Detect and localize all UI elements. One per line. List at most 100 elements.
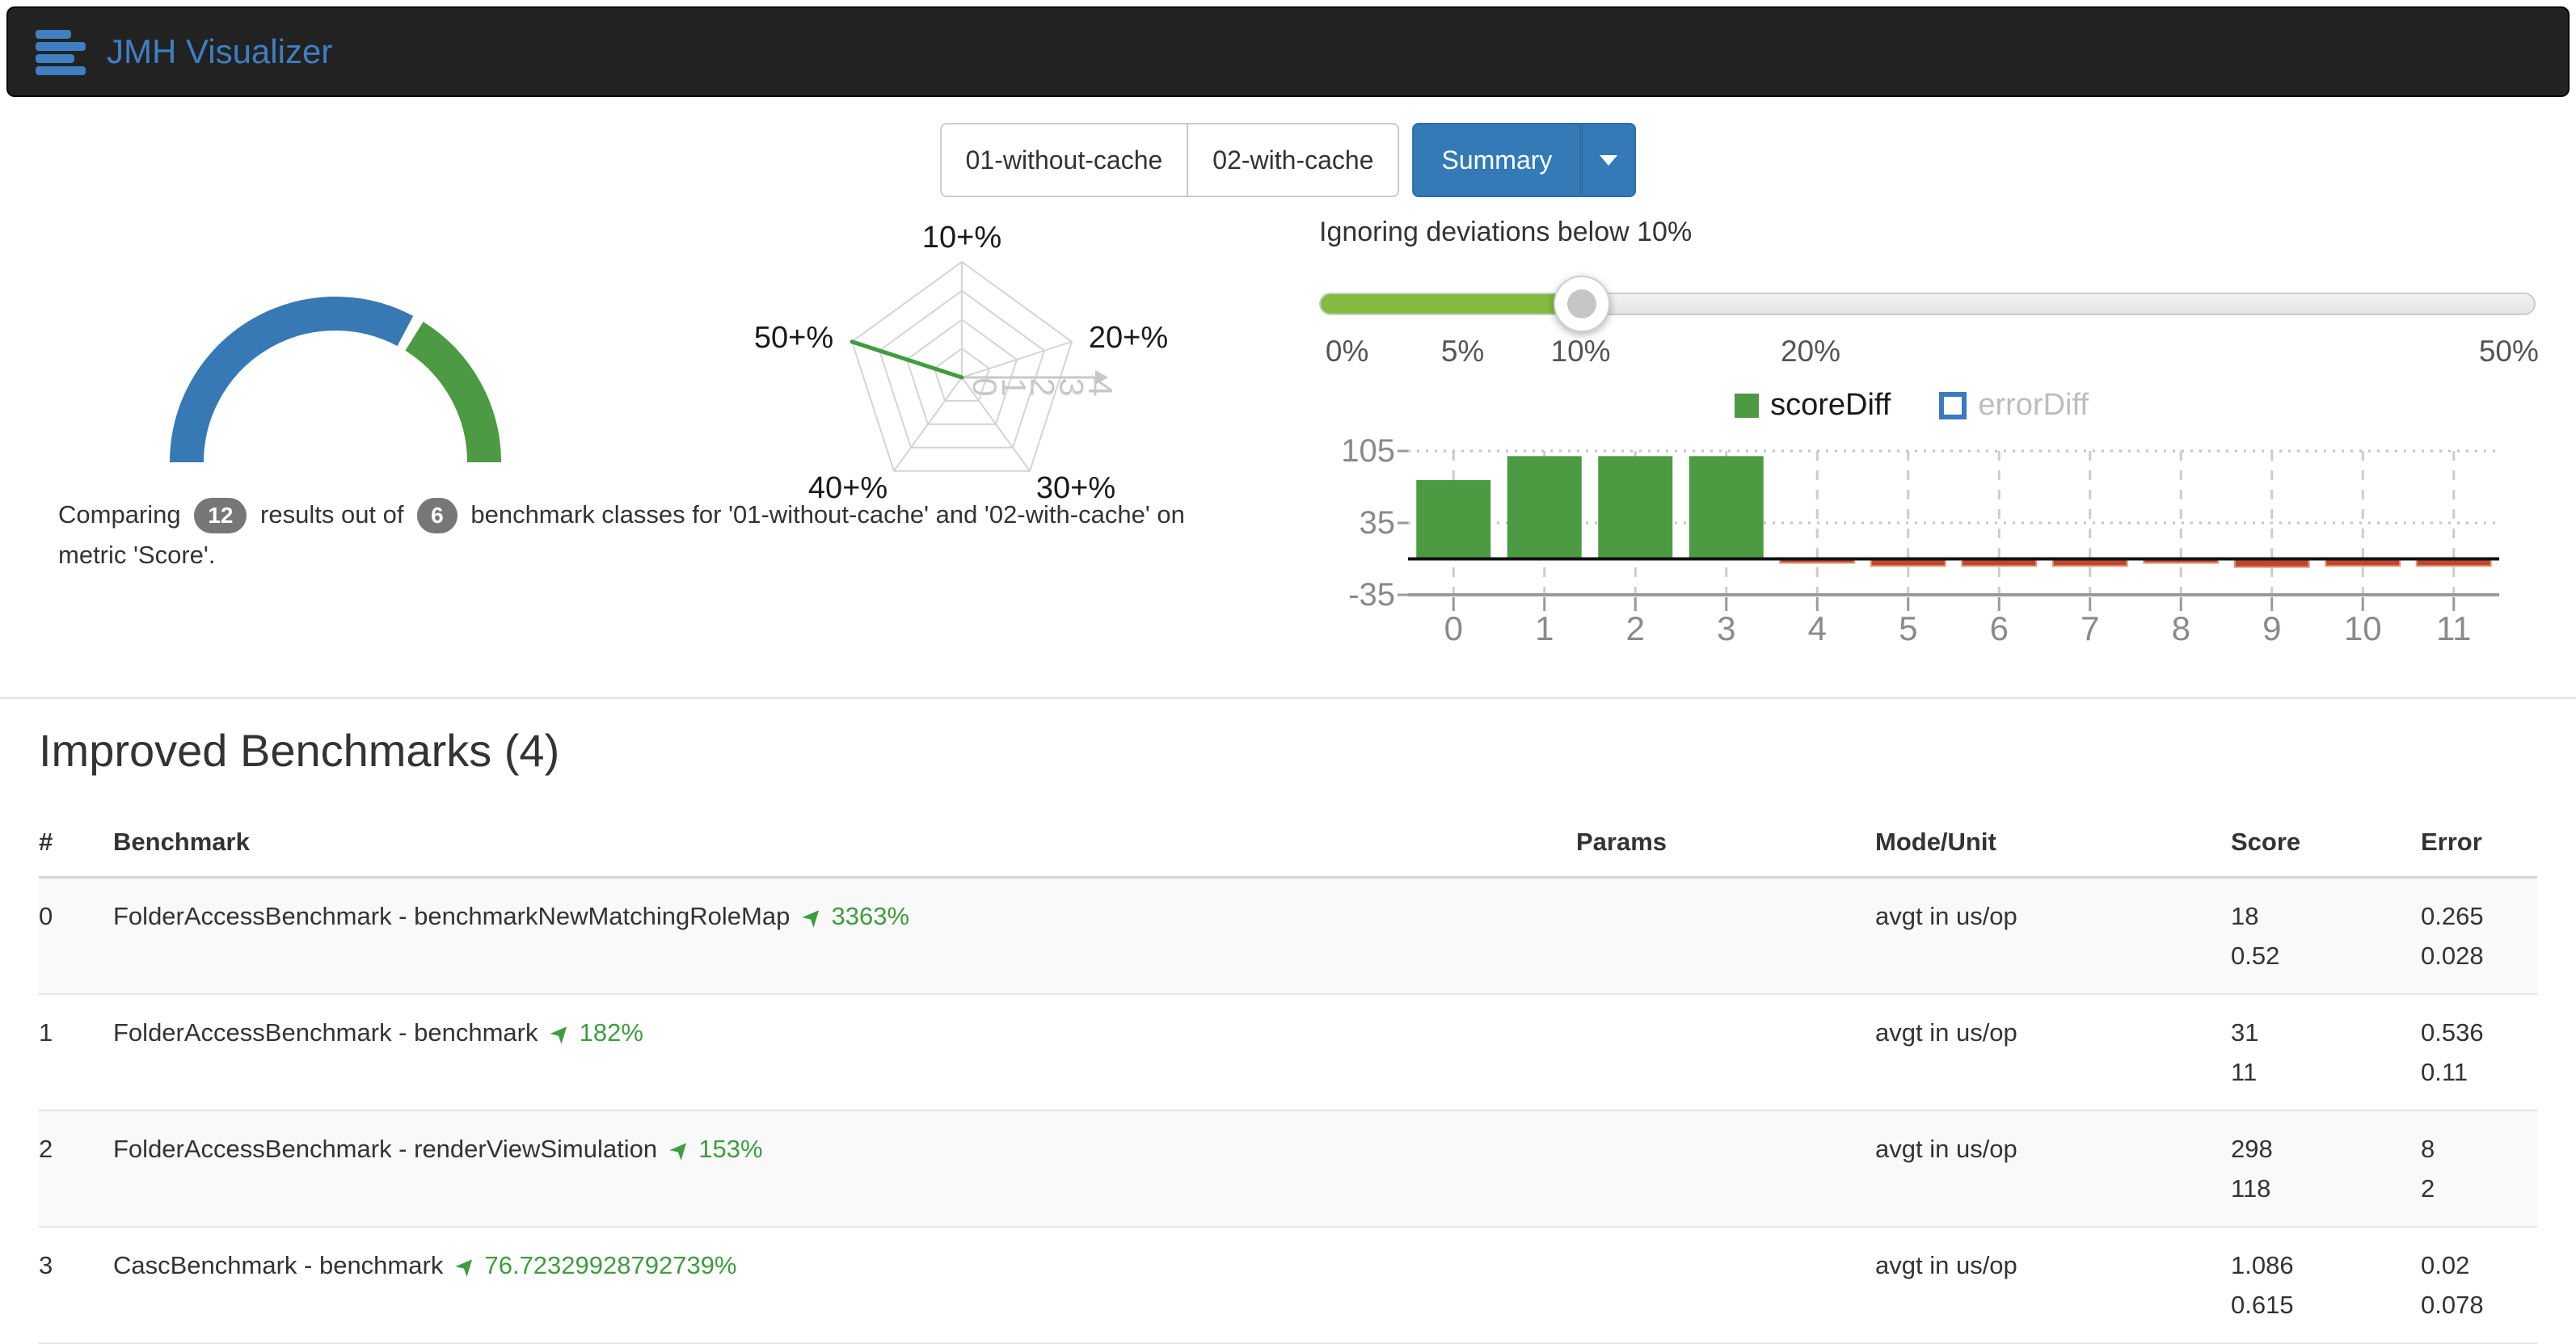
col-header-benchmark: Benchmark (113, 815, 1576, 878)
svg-text:2: 2 (1626, 609, 1645, 647)
svg-text:7: 7 (2081, 609, 2099, 647)
slider-tick-label: 0% (1325, 335, 1369, 368)
svg-text:11: 11 (2436, 609, 2472, 647)
scorediff-label: scoreDiff (1770, 388, 1891, 422)
comparison-summary-text: Comparing 12 results out of 6 benchmark … (58, 495, 1254, 575)
svg-text:10: 10 (2344, 609, 2382, 647)
legend-item-errordiff[interactable]: errorDiff (1939, 388, 2089, 423)
row-index: 0 (39, 877, 113, 995)
deviation-slider-title: Ignoring deviations below 10% (1319, 217, 1693, 247)
table-header-row: # Benchmark Params Mode/Unit Score Error (39, 815, 2537, 878)
table-row[interactable]: 2 FolderAccessBenchmark - renderViewSimu… (39, 1110, 2537, 1228)
slider-tick-label: 50% (2478, 335, 2539, 368)
mode-unit-cell: avgt in us/op (1746, 877, 2223, 995)
svg-text:10+%: 10+% (922, 221, 1001, 255)
row-index: 1 (39, 994, 113, 1111)
trend-up-icon: ➤ (449, 1249, 483, 1283)
score-cell: 31 11 (2223, 994, 2413, 1111)
params-cell (1576, 994, 1746, 1111)
deviation-slider[interactable] (1319, 276, 2536, 332)
slider-scale-labels: 0% 5% 10% 20% 50% (1319, 335, 2539, 377)
row-index: 3 (39, 1227, 113, 1344)
col-header-mode-unit: Mode/Unit (1746, 815, 2223, 878)
table-row[interactable]: 0 FolderAccessBenchmark - benchmarkNewMa… (39, 877, 2537, 995)
improvement-percent: 182% (579, 1018, 643, 1047)
brand[interactable]: JMH Visualizer (36, 28, 332, 75)
summary-split-button: Summary (1412, 123, 1637, 197)
svg-text:30+%: 30+% (1036, 471, 1115, 505)
summary-button[interactable]: Summary (1412, 123, 1582, 197)
score-cell: 18 0.52 (2223, 877, 2413, 995)
slider-tick-label: 10% (1550, 335, 1611, 368)
summary-prefix: Comparing (58, 500, 181, 529)
scorediff-swatch-icon (1735, 393, 1760, 418)
summary-dropdown-toggle[interactable] (1581, 123, 1637, 197)
benchmark-name: CascBenchmark - benchmark (113, 1251, 444, 1279)
section-divider (0, 697, 2576, 699)
svg-text:50+%: 50+% (754, 321, 833, 355)
benchmarks-table: # Benchmark Params Mode/Unit Score Error… (39, 815, 2537, 1344)
svg-text:4: 4 (1808, 609, 1827, 647)
tab-run-2[interactable]: 02-with-cache (1187, 123, 1400, 197)
svg-text:1: 1 (1535, 609, 1554, 647)
results-count-badge: 12 (194, 498, 247, 533)
score-cell: 298 118 (2223, 1110, 2413, 1228)
col-header-error: Error (2413, 815, 2537, 878)
svg-text:5: 5 (1899, 609, 1917, 647)
col-header-params: Params (1576, 815, 1746, 878)
chevron-down-icon (1600, 154, 1618, 166)
tab-run-1[interactable]: 01-without-cache (939, 123, 1189, 197)
improvement-percent: 76.72329928792739% (484, 1251, 737, 1279)
navbar: JMH Visualizer (6, 6, 2570, 97)
svg-text:9: 9 (2262, 609, 2281, 647)
benchmark-name: FolderAccessBenchmark - renderViewSimula… (113, 1135, 658, 1163)
col-header-score: Score (2223, 815, 2413, 878)
score-cell: 1.086 0.615 (2223, 1227, 2413, 1344)
mode-unit-cell: avgt in us/op (1746, 994, 2223, 1111)
table-row[interactable]: 1 FolderAccessBenchmark - benchmark ➤182%… (39, 994, 2537, 1111)
params-cell (1576, 1227, 1746, 1344)
svg-text:105: 105 (1341, 433, 1395, 469)
svg-text:35: 35 (1360, 505, 1396, 541)
app-title: JMH Visualizer (107, 32, 333, 70)
col-header-num: # (39, 815, 113, 878)
params-cell (1576, 1110, 1746, 1228)
chart-legend: scoreDiff errorDiff (1326, 388, 2498, 423)
params-cell (1576, 877, 1746, 995)
run-tabs: 01-without-cache 02-with-cache Summary (939, 123, 1637, 197)
slider-handle[interactable] (1553, 276, 1610, 332)
row-index: 2 (39, 1110, 113, 1228)
trend-up-icon: ➤ (796, 900, 830, 933)
mode-unit-cell: avgt in us/op (1746, 1110, 2223, 1228)
benchmark-name: FolderAccessBenchmark - benchmark (113, 1018, 538, 1047)
legend-item-scorediff[interactable]: scoreDiff (1735, 388, 1891, 423)
summary-suffix: benchmark classes for '01-without-cache'… (58, 500, 1185, 569)
bar-chart-logo-icon (36, 30, 86, 75)
classes-count-badge: 6 (417, 498, 457, 533)
error-cell: 0.02 0.078 (2413, 1227, 2537, 1344)
benchmark-name: FolderAccessBenchmark - benchmarkNewMatc… (113, 902, 791, 930)
improvement-percent: 153% (698, 1135, 763, 1163)
svg-text:8: 8 (2172, 609, 2190, 647)
svg-text:40+%: 40+% (808, 471, 887, 505)
error-cell: 0.536 0.11 (2413, 994, 2537, 1111)
results-gauge-chart (158, 273, 517, 472)
errordiff-swatch-icon (1939, 391, 1967, 419)
slider-fill (1321, 294, 1582, 314)
errordiff-label: errorDiff (1978, 388, 2089, 422)
error-cell: 0.265 0.028 (2413, 877, 2537, 995)
mode-unit-cell: avgt in us/op (1746, 1227, 2223, 1344)
svg-text:1: 1 (995, 377, 1033, 396)
improvement-radar-chart: 0 1 2 3 4 10+% 20+% 30+% 40+% 50+% (727, 220, 1196, 543)
svg-text:0: 0 (1444, 609, 1463, 647)
improved-benchmarks-heading: Improved Benchmarks (4) (39, 725, 560, 776)
svg-text:0: 0 (966, 377, 1004, 396)
trend-up-icon: ➤ (544, 1017, 578, 1050)
svg-text:-35: -35 (1348, 577, 1395, 613)
slider-tick-label: 5% (1440, 335, 1485, 368)
table-row[interactable]: 3 CascBenchmark - benchmark ➤76.723299287… (39, 1227, 2537, 1344)
slider-tick-label: 20% (1780, 335, 1841, 368)
svg-text:3: 3 (1052, 377, 1090, 396)
improvement-percent: 3363% (831, 902, 910, 930)
